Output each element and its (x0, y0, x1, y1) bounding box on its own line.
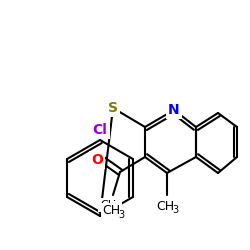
Text: 3: 3 (114, 204, 120, 212)
Text: CH: CH (102, 204, 120, 218)
Text: Cl: Cl (92, 123, 108, 137)
Text: 3: 3 (172, 205, 178, 215)
Text: N: N (168, 103, 180, 117)
Text: S: S (108, 101, 118, 115)
Text: CH: CH (156, 200, 174, 212)
Text: CH: CH (100, 200, 116, 210)
Text: 3: 3 (118, 210, 124, 220)
Text: O: O (91, 153, 103, 167)
